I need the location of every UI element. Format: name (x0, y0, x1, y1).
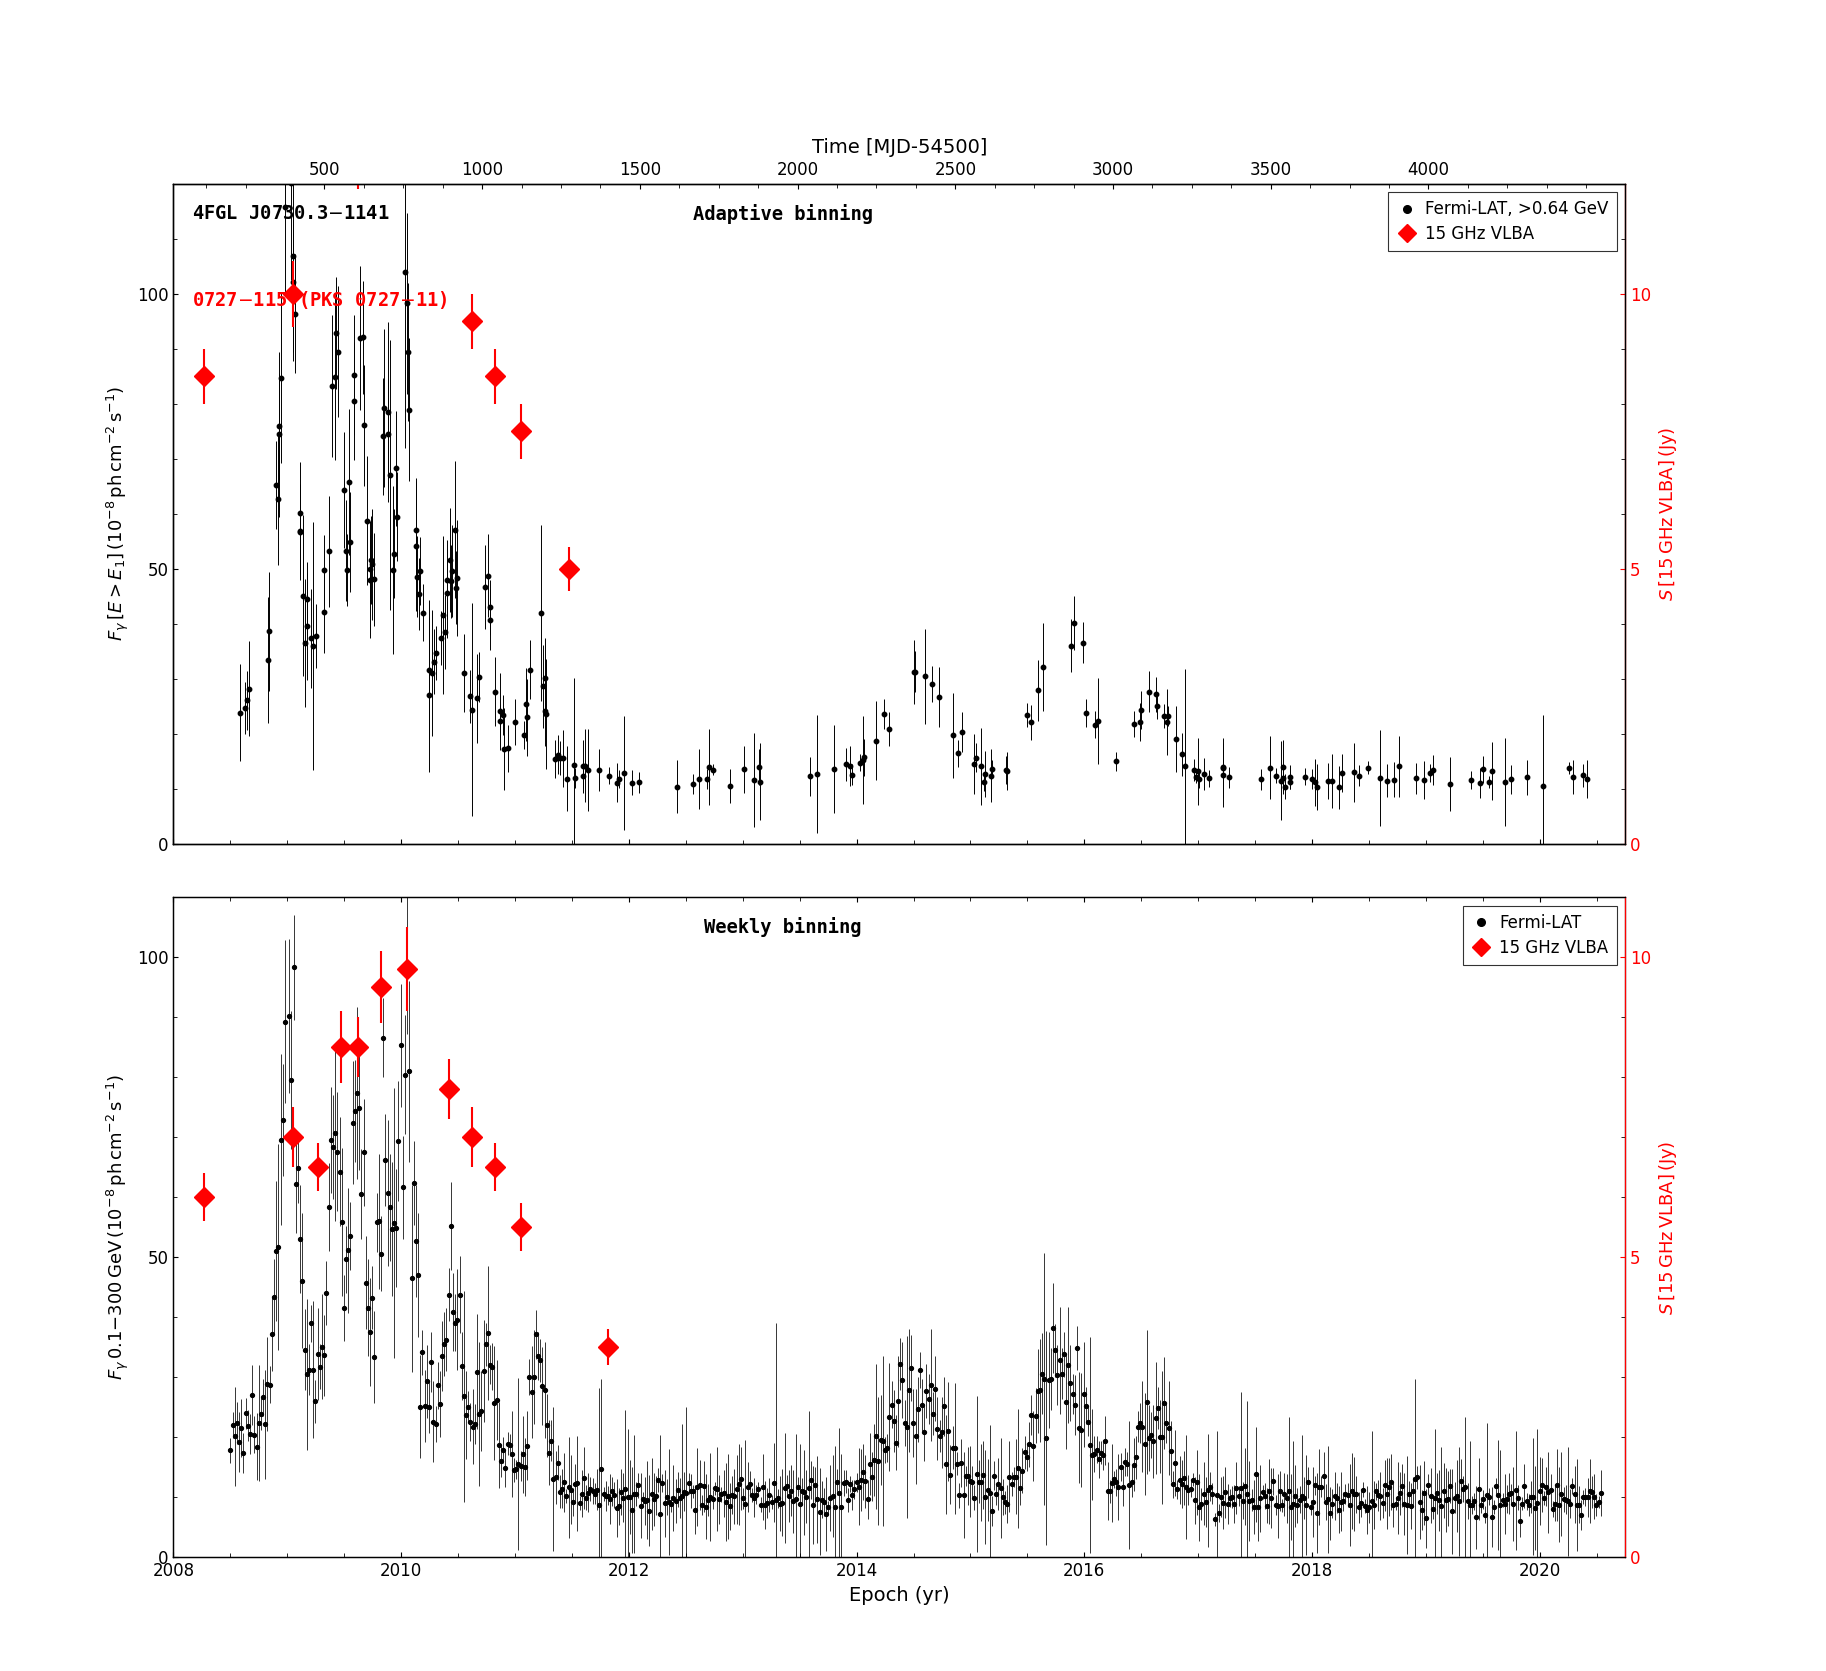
Y-axis label: $S\,[15\,\mathrm{GHz\,VLBA}]\,(\mathrm{Jy})$: $S\,[15\,\mathrm{GHz\,VLBA}]\,(\mathrm{J… (1656, 426, 1678, 602)
Y-axis label: $S\,[15\,\mathrm{GHz\,VLBA}]\,(\mathrm{Jy})$: $S\,[15\,\mathrm{GHz\,VLBA}]\,(\mathrm{J… (1656, 1140, 1678, 1315)
Text: Weekly binning: Weekly binning (705, 917, 862, 937)
X-axis label: Epoch (yr): Epoch (yr) (849, 1586, 950, 1604)
Text: 0727$-$115 (PKS 0727$-$11): 0727$-$115 (PKS 0727$-$11) (192, 289, 447, 311)
Text: Adaptive binning: Adaptive binning (694, 204, 873, 224)
Text: 4FGL J0730.3$-$1141: 4FGL J0730.3$-$1141 (192, 204, 389, 222)
X-axis label: Time [MJD-54500]: Time [MJD-54500] (811, 137, 988, 157)
Legend: Fermi-LAT, 15 GHz VLBA: Fermi-LAT, 15 GHz VLBA (1463, 906, 1616, 964)
Y-axis label: $F_{\gamma}\,0.1{-}300\,\mathrm{GeV}\,(10^{-8}\,\mathrm{ph\,cm^{-2}\,s^{-1}})$: $F_{\gamma}\,0.1{-}300\,\mathrm{GeV}\,(1… (106, 1074, 131, 1380)
Y-axis label: $F_{\gamma}\,[E{>}E_1]\,(10^{-8}\,\mathrm{ph\,cm^{-2}\,s^{-1}})$: $F_{\gamma}\,[E{>}E_1]\,(10^{-8}\,\mathr… (106, 386, 131, 642)
Legend: Fermi-LAT, >0.64 GeV, 15 GHz VLBA: Fermi-LAT, >0.64 GeV, 15 GHz VLBA (1388, 192, 1616, 251)
